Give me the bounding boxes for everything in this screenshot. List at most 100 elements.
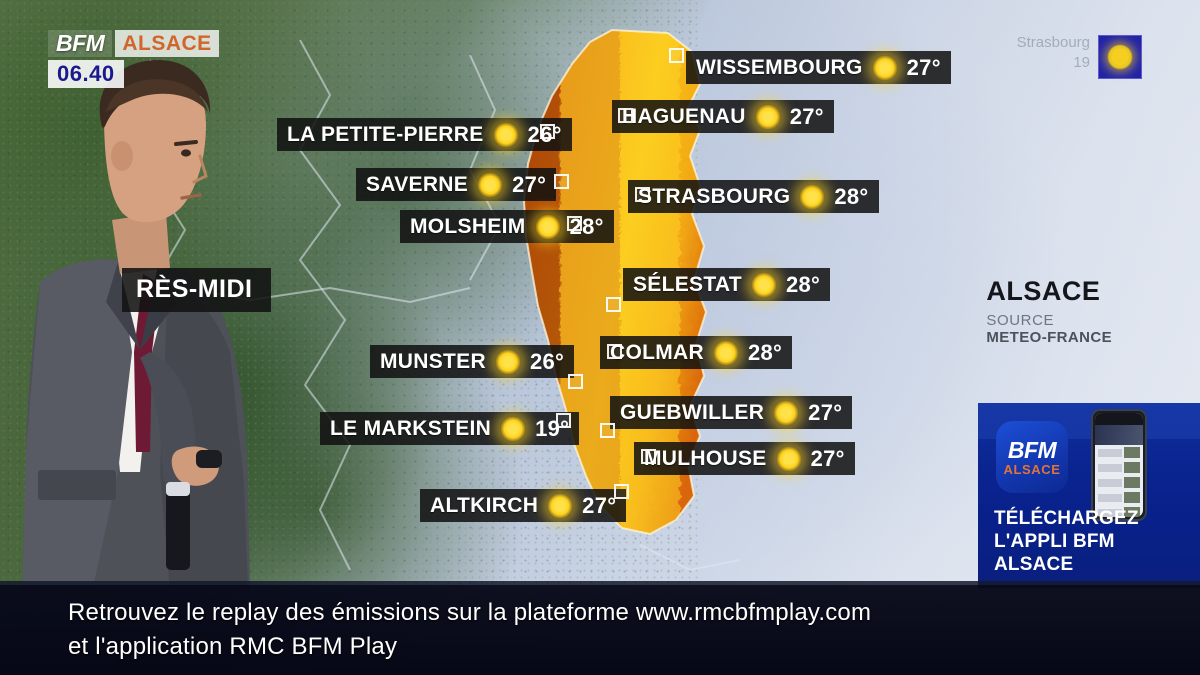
- city-marker: [669, 48, 684, 63]
- city-marker: [540, 124, 555, 139]
- source-label: SOURCE: [986, 312, 1055, 329]
- app-icon-brand: BFM: [1007, 436, 1057, 463]
- city-temperature: 28°: [834, 183, 869, 209]
- city-name: SAVERNE: [366, 172, 469, 196]
- sun-icon: [1107, 44, 1133, 70]
- city-label-mulhouse[interactable]: MULHOUSE 27°: [634, 442, 855, 475]
- logo-brand: BFM: [48, 30, 113, 57]
- city-temperature: 28°: [747, 339, 783, 365]
- watermark-city: Strasbourg: [1016, 34, 1090, 51]
- city-label-guebwiller[interactable]: GUEBWILLER 27°: [610, 396, 853, 429]
- phone-screen: [1095, 413, 1143, 517]
- city-name: ALTKIRCH: [430, 493, 539, 517]
- city-marker: [600, 423, 615, 438]
- promo-line-2: L'APPLI BFM: [994, 531, 1115, 552]
- city-label-le-markstein[interactable]: LE MARKSTEIN 19°: [320, 412, 580, 445]
- city-name: STRASBOURG: [638, 184, 791, 208]
- map-watermark: Strasbourg 19: [1017, 33, 1090, 73]
- ticker-divider: [0, 581, 1200, 585]
- phone-hero-article: [1095, 425, 1143, 445]
- city-label-molsheim[interactable]: MOLSHEIM 28°: [400, 210, 614, 243]
- sun-icon: [500, 415, 527, 442]
- city-label-wissembourg[interactable]: WISSEMBOURG 27°: [686, 51, 951, 84]
- city-temperature: 19°: [535, 415, 570, 441]
- city-marker: [568, 374, 583, 389]
- phone-article-row: [1095, 505, 1143, 517]
- sun-icon: [871, 54, 898, 81]
- city-label-haguenau[interactable]: HAGUENAU 27°: [612, 100, 834, 133]
- city-label-la-petite-pierre[interactable]: LA PETITE-PIERRE 26°: [277, 118, 572, 151]
- city-marker: [641, 449, 656, 464]
- sun-icon: [773, 399, 800, 426]
- sun-icon: [799, 183, 826, 210]
- logo-region: ALSACE: [115, 30, 219, 57]
- city-name: MUNSTER: [380, 349, 486, 373]
- sun-icon: [712, 339, 739, 366]
- channel-logo: BFM ALSACE 06.40: [48, 30, 219, 88]
- phone-article-row: [1095, 475, 1143, 490]
- city-marker: [614, 484, 629, 499]
- city-temperature: 27°: [906, 54, 941, 80]
- bottom-ticker: Retrouvez le replay des émissions sur la…: [0, 585, 1200, 675]
- promo-line-1: TÉLÉCHARGEZ: [994, 508, 1139, 529]
- city-name: HAGUENAU: [622, 104, 746, 128]
- sun-icon: [754, 103, 781, 130]
- period-badge: RÈS-MIDI: [122, 268, 271, 312]
- sun-icon: [750, 271, 777, 298]
- phone-article-row: [1095, 445, 1143, 460]
- phone-header: [1095, 413, 1143, 425]
- app-promo-banner[interactable]: BFM ALSACE TÉLÉCHARGEZ L'APPLI BFM ALSAC…: [978, 403, 1200, 588]
- city-label-saverne[interactable]: SAVERNE 27°: [356, 168, 557, 201]
- city-label-strasbourg[interactable]: STRASBOURG 28°: [628, 180, 879, 213]
- app-icon-region: ALSACE: [1003, 461, 1061, 477]
- city-temperature: 27°: [808, 399, 843, 425]
- city-temperature: 27°: [810, 445, 845, 471]
- city-temperature: 27°: [512, 171, 547, 197]
- source-name: METEO-FRANCE: [986, 329, 1112, 346]
- city-marker: [635, 187, 650, 202]
- city-name: WISSEMBOURG: [696, 55, 863, 79]
- ticker-line-1: Retrouvez le replay des émissions sur la…: [68, 599, 872, 626]
- city-temperature: 28°: [785, 271, 821, 297]
- city-temperature: 27°: [582, 492, 617, 518]
- phone-article-row: [1095, 460, 1143, 475]
- sun-icon: [477, 171, 504, 198]
- phone-mockup: [1091, 409, 1147, 521]
- region-title-block: ALSACE SOURCE METEO-FRANCE: [986, 276, 1112, 346]
- sun-icon: [547, 492, 574, 519]
- city-label-s-lestat[interactable]: SÉLESTAT 28°: [623, 268, 831, 301]
- city-temperature: 27°: [789, 103, 824, 129]
- promo-line-3: ALSACE: [994, 554, 1074, 575]
- city-marker: [607, 344, 622, 359]
- city-name: COLMAR: [610, 340, 704, 364]
- watermark-value: 19: [1073, 54, 1090, 71]
- sun-icon: [534, 213, 561, 240]
- city-marker: [567, 216, 582, 231]
- page-title: ALSACE: [986, 276, 1101, 306]
- promo-text: TÉLÉCHARGEZ L'APPLI BFM ALSACE: [994, 507, 1139, 576]
- city-marker: [618, 108, 633, 123]
- ticker-line-2: et l'application RMC BFM Play: [68, 633, 398, 660]
- sun-icon: [775, 445, 802, 472]
- clock: 06.40: [48, 60, 124, 88]
- city-temperature: 26°: [529, 348, 565, 374]
- city-marker: [556, 413, 571, 428]
- city-marker: [606, 297, 621, 312]
- city-name: GUEBWILLER: [620, 400, 765, 424]
- city-name: SÉLESTAT: [633, 272, 742, 296]
- city-label-munster[interactable]: MUNSTER 26°: [370, 345, 575, 378]
- weather-presenter: [22, 60, 250, 592]
- city-label-altkirch[interactable]: ALTKIRCH 27°: [420, 489, 627, 522]
- city-label-colmar[interactable]: COLMAR 28°: [600, 336, 793, 369]
- watermark-sun-tile: [1098, 35, 1142, 79]
- sun-icon: [494, 348, 521, 375]
- city-marker: [554, 174, 569, 189]
- sun-icon: [492, 121, 519, 148]
- phone-article-row: [1095, 490, 1143, 505]
- city-name: LE MARKSTEIN: [330, 416, 492, 440]
- city-name: MOLSHEIM: [410, 214, 526, 238]
- city-name: LA PETITE-PIERRE: [287, 122, 484, 146]
- city-name: MULHOUSE: [644, 446, 767, 470]
- app-icon: BFM ALSACE: [996, 421, 1068, 493]
